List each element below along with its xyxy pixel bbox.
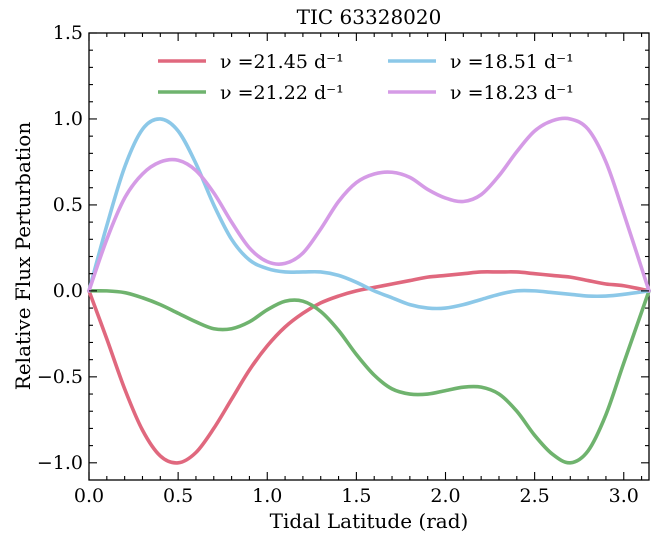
- series-line-3: [87, 117, 651, 311]
- x-tick-label: 0.0: [74, 485, 104, 507]
- x-tick-label: 3.0: [609, 485, 639, 507]
- series-line-1: [87, 270, 651, 465]
- y-tick-label: 1.5: [53, 22, 83, 44]
- x-tick-label: 1.0: [252, 485, 282, 507]
- y-tick-label: −1.0: [37, 452, 83, 474]
- y-tick-label: −0.5: [37, 366, 83, 388]
- legend-label-3: ν =18.51 d⁻¹: [450, 51, 574, 73]
- legend-label-4: ν =18.23 d⁻¹: [450, 82, 574, 104]
- series-line-4: [87, 116, 651, 293]
- x-tick-label: 0.5: [163, 485, 193, 507]
- legend: ν =21.45 d⁻¹ ν =21.22 d⁻¹ ν =18.51 d⁻¹ ν =1…: [158, 51, 574, 104]
- x-tick-label: 2.0: [430, 485, 460, 507]
- y-tick-label: 0.5: [53, 194, 83, 216]
- x-axis-label: Tidal Latitude (rad): [270, 509, 469, 533]
- x-tick-label: 2.5: [520, 485, 550, 507]
- ticks-layer: 0.0 0.5 1.0 1.5 2.0 2.5 3.0 −1.0 −0.5 0.0 0.5 1.0 1.…: [37, 22, 649, 507]
- y-tick-label: 0.0: [53, 280, 83, 302]
- x-tick-label: 1.5: [341, 485, 371, 507]
- legend-label-1: ν =21.45 d⁻¹: [220, 51, 344, 73]
- legend-label-2: ν =21.22 d⁻¹: [220, 82, 344, 104]
- y-tick-label: 1.0: [53, 108, 83, 130]
- chart-title: TIC 63328020: [297, 5, 442, 29]
- series-line-2: [87, 288, 651, 465]
- y-axis-label: Relative Flux Perturbation: [11, 122, 35, 391]
- series-layer: [87, 116, 651, 465]
